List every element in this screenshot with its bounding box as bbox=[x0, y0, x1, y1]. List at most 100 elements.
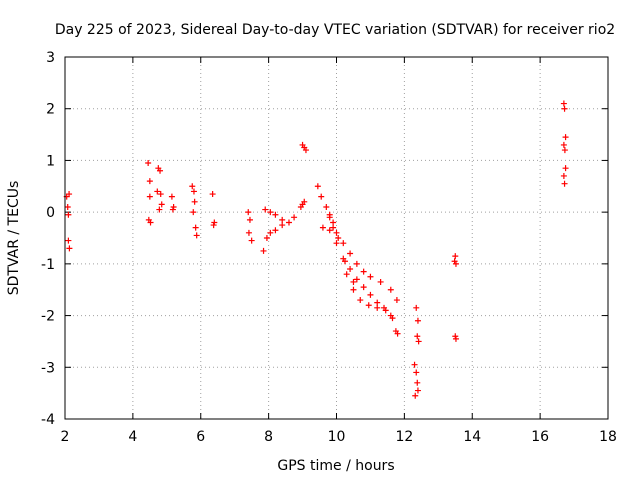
data-point bbox=[330, 224, 337, 231]
data-point bbox=[452, 335, 459, 342]
data-point bbox=[147, 219, 154, 226]
data-point bbox=[260, 247, 267, 254]
data-point bbox=[560, 172, 567, 179]
data-point bbox=[65, 237, 72, 244]
data-point bbox=[562, 165, 569, 172]
data-point bbox=[414, 387, 421, 394]
data-point bbox=[157, 191, 164, 198]
y-tick-label: -1 bbox=[41, 257, 55, 273]
data-point bbox=[560, 100, 567, 107]
data-point bbox=[267, 229, 274, 236]
data-point bbox=[343, 271, 350, 278]
y-axis-label: SDTVAR / TECUs bbox=[6, 181, 22, 296]
data-point bbox=[245, 209, 252, 216]
y-tick-label: 3 bbox=[46, 50, 55, 66]
data-point bbox=[326, 211, 333, 218]
data-point bbox=[353, 260, 360, 267]
x-tick-label: 16 bbox=[531, 429, 549, 445]
data-point bbox=[561, 105, 568, 112]
data-point bbox=[393, 297, 400, 304]
data-point bbox=[65, 211, 72, 218]
data-point bbox=[145, 160, 152, 167]
data-point bbox=[263, 235, 270, 241]
data-point bbox=[347, 250, 354, 257]
data-point bbox=[412, 392, 419, 399]
data-point bbox=[367, 273, 374, 280]
data-point bbox=[64, 203, 71, 210]
data-point bbox=[411, 361, 418, 368]
data-point bbox=[318, 193, 325, 200]
data-point bbox=[414, 379, 421, 386]
data-point bbox=[414, 333, 421, 340]
data-point bbox=[350, 286, 357, 293]
data-point bbox=[333, 229, 340, 236]
data-point bbox=[299, 201, 306, 208]
data-point bbox=[189, 183, 196, 190]
y-tick-label: 2 bbox=[46, 102, 55, 118]
data-point bbox=[333, 240, 340, 247]
plot-frame bbox=[64, 56, 609, 420]
data-point bbox=[291, 214, 298, 221]
data-point bbox=[347, 266, 354, 273]
data-point bbox=[414, 317, 421, 324]
data-point bbox=[377, 278, 384, 285]
data-point bbox=[560, 141, 567, 148]
data-points bbox=[63, 100, 569, 399]
data-point bbox=[146, 193, 153, 200]
data-point bbox=[154, 188, 161, 195]
data-point bbox=[267, 209, 274, 216]
data-point bbox=[169, 206, 176, 213]
data-point bbox=[413, 369, 420, 376]
data-point bbox=[272, 211, 279, 218]
data-point bbox=[415, 338, 422, 345]
data-point bbox=[262, 206, 269, 213]
data-point bbox=[335, 235, 342, 241]
grid-lines bbox=[65, 57, 608, 419]
data-point bbox=[389, 315, 396, 322]
data-point bbox=[374, 304, 381, 311]
data-point bbox=[319, 224, 326, 231]
data-point bbox=[245, 229, 252, 236]
data-point bbox=[452, 260, 459, 267]
y-tick-label: -4 bbox=[41, 412, 55, 428]
data-point bbox=[561, 180, 568, 187]
x-tick-label: 8 bbox=[264, 429, 273, 445]
x-tick-label: 4 bbox=[128, 429, 137, 445]
data-point bbox=[246, 216, 253, 223]
data-point bbox=[279, 216, 286, 223]
x-tick-label: 10 bbox=[328, 429, 346, 445]
data-point bbox=[209, 191, 216, 198]
data-point bbox=[350, 278, 357, 285]
y-tick-label: -3 bbox=[41, 360, 55, 376]
x-tick-label: 6 bbox=[196, 429, 205, 445]
data-point bbox=[66, 245, 73, 252]
data-point bbox=[360, 284, 367, 291]
x-tick-label: 14 bbox=[463, 429, 481, 445]
data-point bbox=[374, 299, 381, 306]
y-tick-label: -2 bbox=[41, 309, 55, 325]
data-point bbox=[314, 183, 321, 190]
x-tick-label: 12 bbox=[395, 429, 413, 445]
data-point bbox=[146, 178, 153, 185]
data-point bbox=[272, 227, 279, 234]
x-axis-label: GPS time / hours bbox=[277, 458, 394, 474]
data-point bbox=[365, 302, 372, 309]
data-point bbox=[191, 198, 198, 205]
data-point bbox=[279, 222, 286, 229]
data-point bbox=[323, 203, 330, 210]
data-point bbox=[367, 291, 374, 298]
data-point bbox=[248, 237, 255, 244]
data-point bbox=[156, 206, 163, 213]
data-point bbox=[210, 222, 217, 229]
x-tick-label: 2 bbox=[61, 429, 70, 445]
data-point bbox=[326, 227, 333, 234]
data-point bbox=[562, 134, 569, 141]
data-point bbox=[452, 253, 459, 260]
data-point bbox=[357, 297, 364, 304]
y-tick-label: 1 bbox=[46, 153, 55, 169]
data-point bbox=[330, 219, 337, 226]
data-point bbox=[66, 191, 73, 198]
data-point bbox=[561, 147, 568, 154]
y-tick-label: 0 bbox=[46, 205, 55, 221]
